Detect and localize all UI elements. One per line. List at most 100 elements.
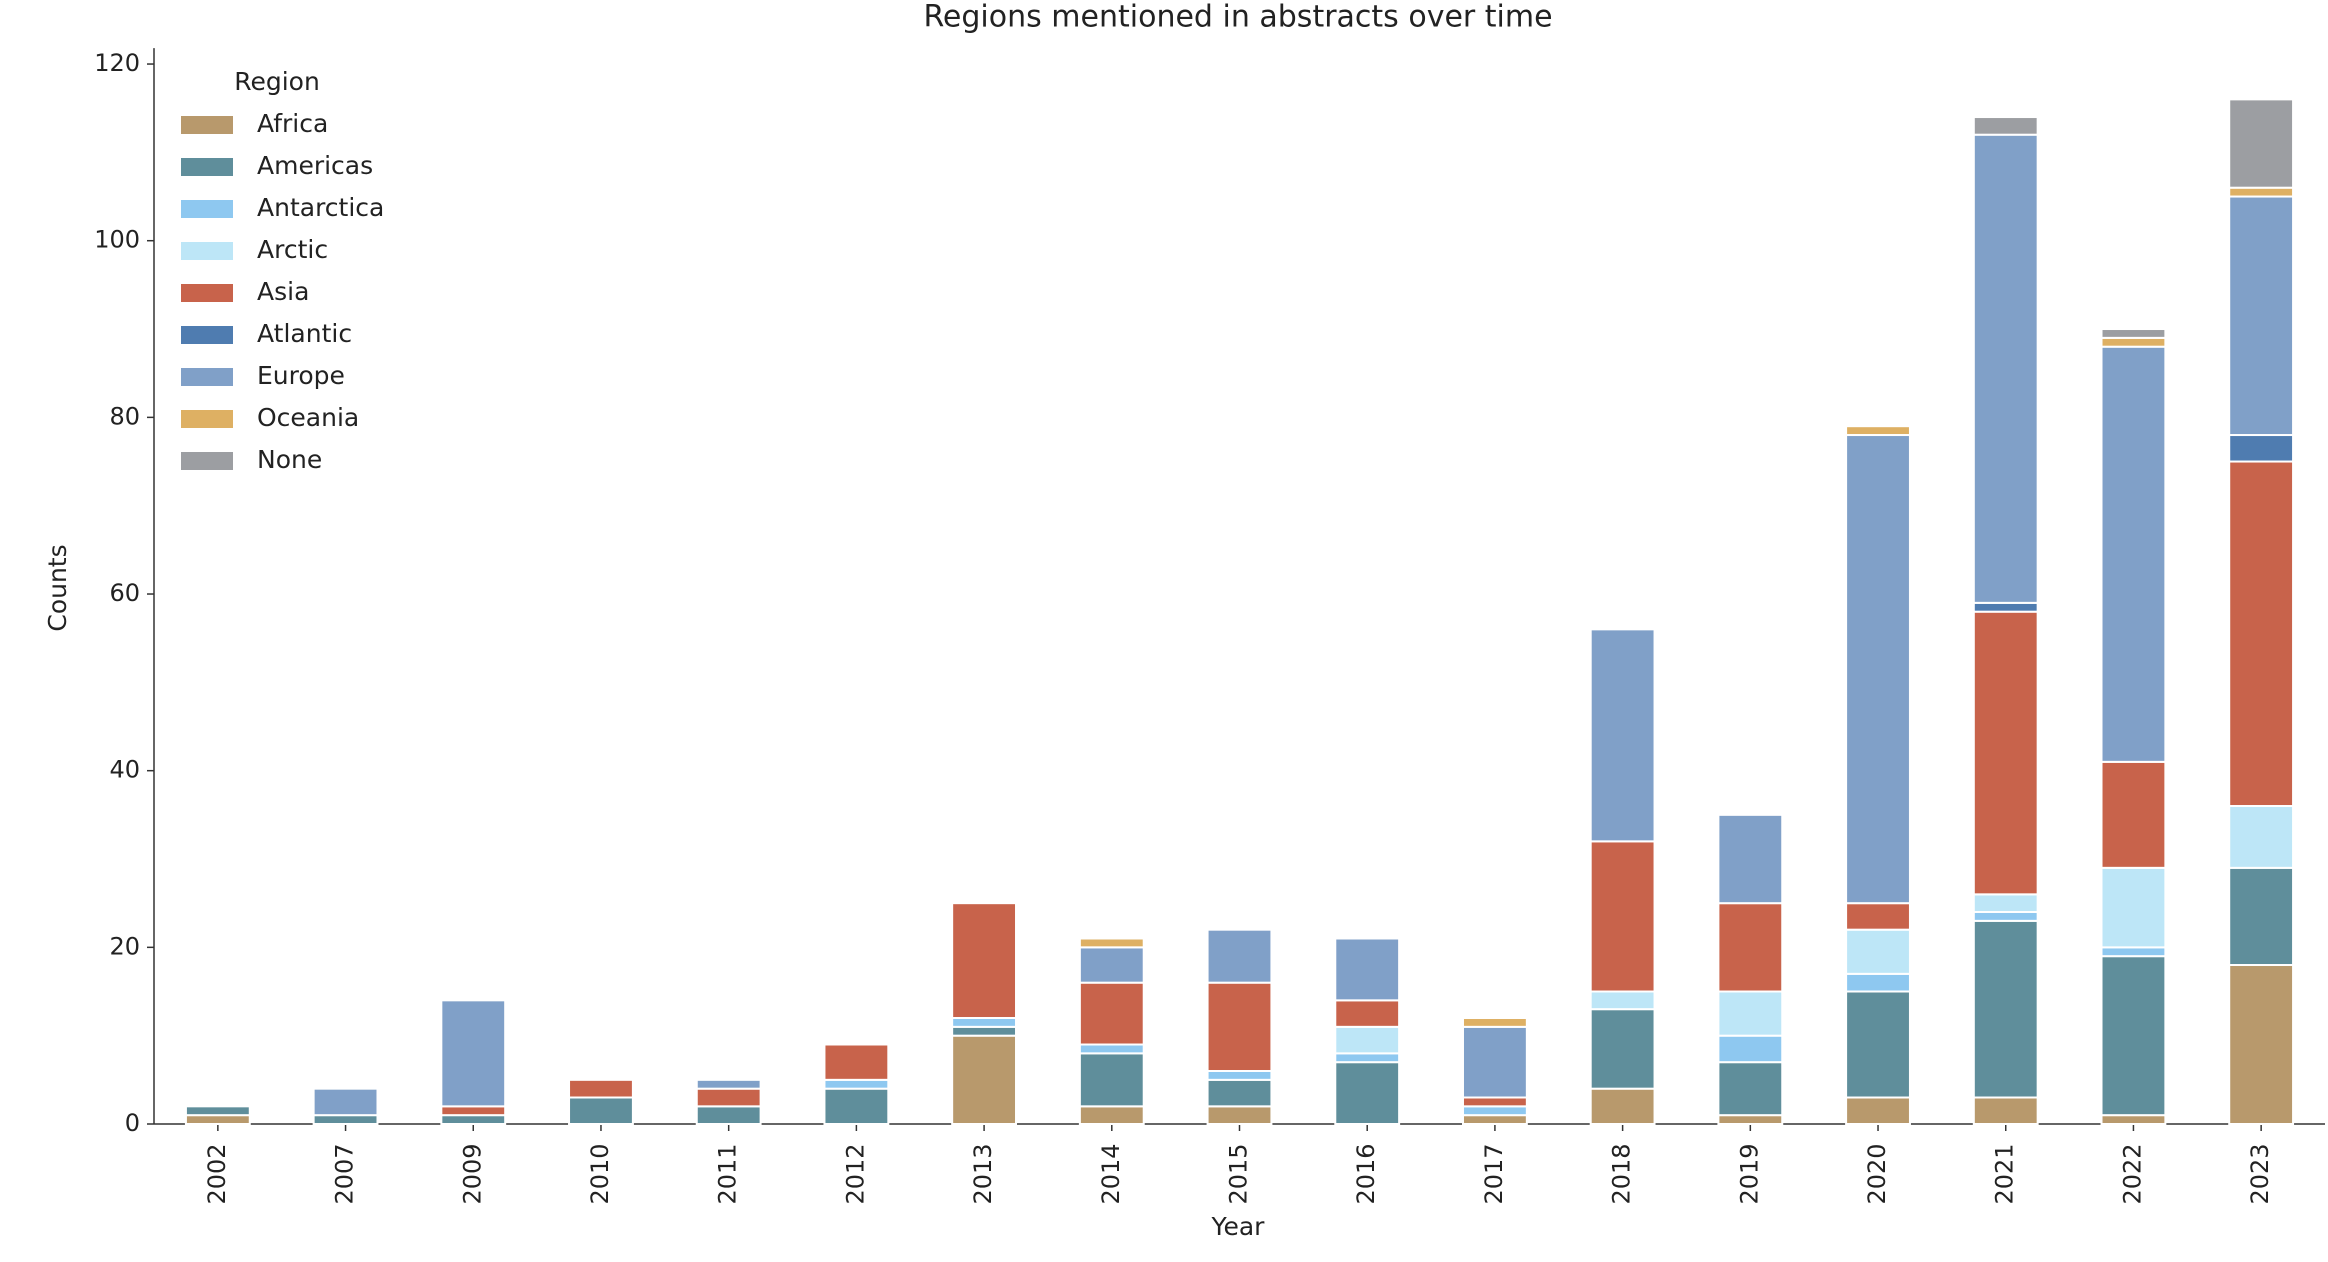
bar-segment — [1078, 946, 1145, 984]
bar-segment — [1078, 1052, 1145, 1108]
legend-swatch — [181, 116, 233, 134]
bar-segment — [2228, 186, 2295, 198]
legend-swatch — [181, 326, 233, 344]
legend-label: Oceania — [257, 403, 359, 432]
bar-segment — [1334, 937, 1401, 1002]
legend-label: Asia — [257, 277, 309, 306]
bar-segment — [1972, 601, 2039, 613]
bar-segment — [1717, 902, 1784, 993]
bar-segment — [2228, 98, 2295, 189]
x-tick-label: 2018 — [1608, 1143, 1636, 1204]
y-axis-label: Counts — [43, 544, 72, 631]
bar-segment — [951, 1017, 1018, 1028]
bar-segment — [1589, 1008, 1656, 1090]
bar-segment — [2228, 434, 2295, 463]
x-tick-label: 2023 — [2246, 1143, 2274, 1204]
bar-segment — [2100, 336, 2167, 348]
bar-segment — [2100, 866, 2167, 949]
y-tick-label: 120 — [94, 49, 140, 77]
bar-segment — [2100, 345, 2167, 763]
bar-segment — [695, 1105, 762, 1125]
y-tick-label: 20 — [109, 932, 140, 960]
bar-segment — [1972, 610, 2039, 896]
bar-segment — [1717, 1034, 1784, 1064]
bar-segment — [2100, 1114, 2167, 1125]
legend-label: Arctic — [257, 235, 328, 264]
bar-segment — [1717, 990, 1784, 1037]
bar-segment — [1845, 902, 1911, 931]
x-tick-label: 2020 — [1863, 1143, 1891, 1204]
bar-segment — [1972, 893, 2039, 914]
bar-segment — [951, 1034, 1018, 1126]
bar-segment — [823, 1078, 890, 1090]
bar-segment — [568, 1096, 634, 1125]
bar-segment — [1589, 990, 1656, 1011]
bar-segment — [184, 1114, 251, 1125]
legend-swatch — [181, 284, 233, 302]
x-tick-label: 2013 — [969, 1143, 997, 1204]
bar-segment — [568, 1078, 634, 1099]
bar-segment — [2228, 195, 2295, 437]
bar-segment — [2228, 964, 2295, 1125]
bar-segment — [1972, 116, 2039, 136]
bar-segment — [1078, 937, 1145, 949]
y-tick-label: 60 — [109, 579, 140, 607]
bar-segment — [1206, 1078, 1273, 1108]
bar-segment — [440, 1114, 507, 1125]
bar-segment — [1461, 1096, 1528, 1108]
bar-segment — [1845, 425, 1911, 437]
y-tick-label: 0 — [125, 1109, 140, 1137]
bar-segment — [2228, 866, 2295, 967]
legend-label: Atlantic — [257, 319, 352, 348]
bar-segment — [1972, 133, 2039, 604]
x-tick-label: 2002 — [203, 1143, 231, 1204]
bar-segment — [1334, 1025, 1401, 1055]
y-tick-label: 40 — [109, 756, 140, 784]
bar-segment — [2228, 460, 2295, 808]
bar-segment — [1206, 1070, 1273, 1081]
y-tick-label: 80 — [109, 402, 140, 430]
plot-area: 0 20 40 60 80 100 120 2002 2007 2009 2010 2011 2012 2… — [94, 48, 2325, 1205]
x-tick-label: 2022 — [2118, 1143, 2146, 1204]
x-tick-label: 2019 — [1735, 1143, 1763, 1204]
x-tick-label: 2016 — [1352, 1143, 1380, 1204]
x-tick-label: 2015 — [1225, 1143, 1253, 1204]
bar-segment — [1972, 1096, 2039, 1125]
bar-segment — [823, 1087, 890, 1125]
bar-segment — [312, 1114, 379, 1125]
bar-segment — [1845, 434, 1911, 905]
legend-label: Americas — [257, 151, 373, 180]
x-tick-label: 2021 — [1991, 1143, 2019, 1204]
bar-segment — [1206, 928, 1273, 984]
legend-label: Africa — [257, 109, 328, 138]
bar-segment — [1461, 1017, 1528, 1028]
bar-segment — [1334, 1061, 1401, 1125]
x-tick-label: 2009 — [458, 1143, 486, 1204]
legend-label: Antarctica — [257, 193, 384, 222]
x-tick-label: 2010 — [586, 1143, 614, 1204]
bar-segment — [2100, 946, 2167, 958]
legend-swatch — [181, 200, 233, 218]
legend-swatch — [181, 242, 233, 260]
bar-segment — [695, 1087, 762, 1108]
legend-swatch — [181, 158, 233, 176]
bar-segment — [823, 1043, 890, 1081]
bar-segment — [1334, 999, 1401, 1028]
bar-segment — [1078, 981, 1145, 1046]
bar-segment — [1845, 972, 1911, 993]
bar-segment — [1845, 1096, 1911, 1125]
bar-segment — [1972, 911, 2039, 922]
bar-segment — [440, 1105, 507, 1117]
x-axis-label: Year — [1211, 1212, 1266, 1241]
bar-segment — [2100, 760, 2167, 869]
y-tick-label: 100 — [94, 226, 140, 254]
legend-title: Region — [234, 67, 320, 96]
bar-segment — [1206, 981, 1273, 1073]
bar-segment — [440, 999, 507, 1108]
bar-segment — [1334, 1052, 1401, 1064]
bar-segment — [1589, 1087, 1656, 1125]
bar-segment — [1589, 840, 1656, 993]
bar-segment — [951, 902, 1018, 1020]
bar-segment — [1845, 990, 1911, 1099]
